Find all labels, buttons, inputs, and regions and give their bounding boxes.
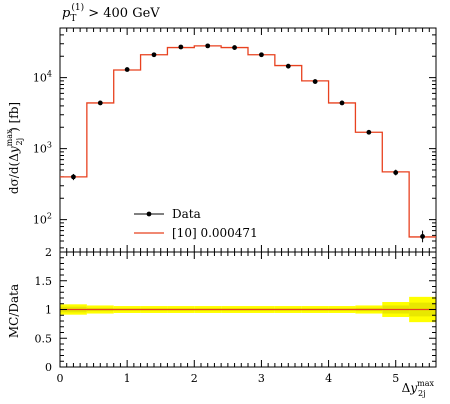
title-rest: > 400 GeV — [84, 6, 160, 21]
data-point — [312, 79, 318, 84]
x-tick-label: 2 — [191, 372, 198, 385]
ratio-y-tick-label: 1 — [45, 304, 52, 317]
xlabel-sup: max — [417, 379, 434, 388]
title-p: p — [62, 6, 71, 21]
tick-base: 10 — [33, 214, 47, 227]
mc-histogram-line — [60, 45, 436, 238]
main-y-tick-label: 103 — [33, 141, 52, 156]
legend-data-label: Data — [172, 207, 201, 221]
data-point — [232, 45, 237, 50]
data-point — [151, 52, 157, 58]
data-point — [178, 44, 184, 50]
ylabel-post: ) [fb] — [7, 102, 21, 132]
legend-data-marker — [146, 211, 152, 217]
ratio-y-tick-label: 0.5 — [35, 332, 53, 345]
data-point — [366, 129, 372, 135]
tick-base: 10 — [33, 72, 47, 85]
data-point — [205, 43, 211, 49]
ylabel-pre: dσ/d(Δ — [7, 153, 21, 194]
data-point — [97, 100, 103, 106]
data-point — [285, 63, 291, 69]
x-tick-label: 5 — [392, 372, 399, 385]
tick-exponent: 2 — [47, 212, 52, 221]
main-frame — [59, 27, 437, 253]
data-point — [71, 174, 76, 180]
x-tick-label: 0 — [57, 372, 64, 385]
x-tick-label: 3 — [258, 372, 265, 385]
x-tick-label: 1 — [124, 372, 131, 385]
ratio-panel: 0 0.5 1 1.5 2 0 1 2 3 4 5 — [35, 246, 437, 385]
ylabel-sub: 2j — [15, 138, 24, 146]
main-y-tick-label: 102 — [33, 212, 52, 227]
ratio-y-tick-label: 2 — [45, 246, 52, 259]
xlabel-pre: Δ — [402, 381, 411, 395]
data-point — [339, 100, 345, 106]
chart-title: pT(1) > 400 GeV — [62, 2, 160, 24]
tick-exponent: 3 — [47, 141, 52, 150]
tick-base: 10 — [33, 143, 47, 156]
tick-exponent: 4 — [47, 70, 52, 79]
ratio-y-tick-label: 0 — [45, 361, 52, 374]
ratio-y-tick-label: 1.5 — [35, 275, 53, 288]
data-point — [393, 170, 399, 175]
ratio-y-axis-label: MC/Data — [7, 284, 21, 338]
main-y-tick-label: 104 — [33, 70, 52, 85]
main-y-axis-label: dσ/d(Δymax2j ) [fb] — [5, 102, 24, 194]
xlabel-y: y — [409, 381, 417, 395]
ylabel-y: y — [7, 146, 21, 154]
x-axis-label: Δymax 2j — [402, 379, 435, 398]
title-sup: (1) — [71, 2, 84, 13]
xlabel-sub: 2j — [418, 389, 426, 398]
title-sub: T — [70, 14, 76, 24]
legend-mc-label: [10] 0.000471 — [172, 226, 258, 240]
data-point — [259, 52, 264, 58]
data-point — [420, 234, 425, 239]
ylabel-sup: max — [5, 129, 14, 146]
x-tick-label: 4 — [325, 372, 332, 385]
data-point — [124, 67, 130, 72]
